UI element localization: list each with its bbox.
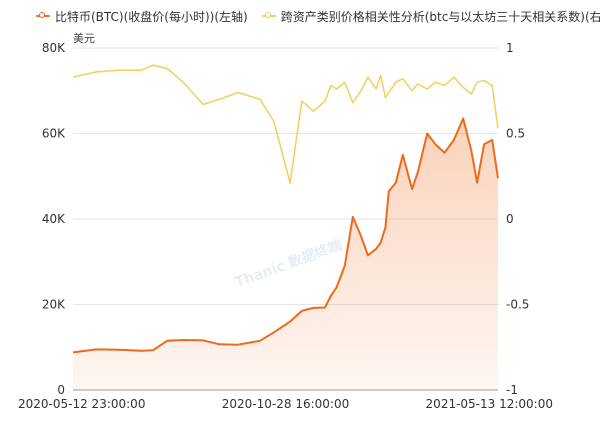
btc-area bbox=[73, 118, 498, 390]
left-axis-tick-label: 20K bbox=[42, 298, 66, 312]
watermark-text: Thanic 数据终端 bbox=[233, 236, 345, 291]
legend: 比特币(BTC)(收盘价(每小时))(左轴) 跨资产类别价格相关性分析(btc与… bbox=[36, 6, 600, 26]
right-axis-tick-label: -0.5 bbox=[506, 298, 529, 312]
right-axis-tick-label: 0 bbox=[506, 212, 514, 226]
legend-item-btc[interactable]: 比特币(BTC)(收盘价(每小时))(左轴) bbox=[36, 8, 248, 25]
correlation-line bbox=[72, 64, 499, 184]
legend-label-btc: 比特币(BTC)(收盘价(每小时))(左轴) bbox=[55, 9, 248, 24]
right-axis-tick-label: 0.5 bbox=[506, 127, 525, 141]
legend-item-correlation[interactable]: 跨资产类别价格相关性分析(btc与以太坊三十天相关系数)(右轴) bbox=[261, 8, 600, 25]
btc-price-line bbox=[72, 117, 499, 354]
legend-label-correlation: 跨资产类别价格相关性分析(btc与以太坊三十天相关系数)(右轴) bbox=[280, 9, 600, 24]
left-axis-tick-label: 40K bbox=[42, 212, 66, 226]
left-axis-unit: 美元 bbox=[73, 32, 95, 45]
left-axis-tick-label: 0 bbox=[57, 383, 65, 397]
left-axis-tick-label: 60K bbox=[42, 127, 66, 141]
line-marker-icon bbox=[36, 11, 50, 21]
right-axis-tick-label: -1 bbox=[506, 383, 518, 397]
right-axis-tick-label: 1 bbox=[506, 41, 514, 55]
x-axis-tick-label: 2020-05-12 23:00:00 bbox=[18, 397, 145, 411]
x-axis-tick-label: 2020-10-28 16:00:00 bbox=[222, 397, 349, 411]
line-marker-icon bbox=[261, 11, 276, 21]
x-axis-tick-label: 2021-05-13 12:00:00 bbox=[426, 397, 553, 411]
left-axis-tick-label: 80K bbox=[42, 41, 66, 55]
